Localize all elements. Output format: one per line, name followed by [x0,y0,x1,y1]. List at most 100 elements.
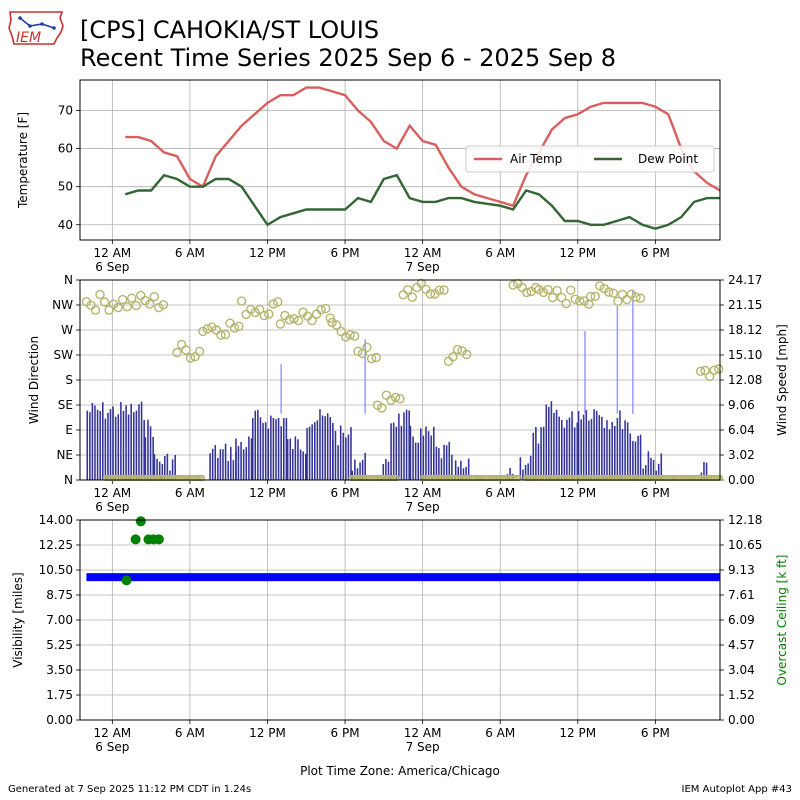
wind-speed-bar [598,415,601,480]
wind-speed-bar [96,409,99,480]
wind-direction-marker [604,287,614,297]
visibility-tick-label: 0.00 [46,713,73,727]
wind-direction-marker [362,342,372,352]
wind-speed-bar [462,468,465,480]
wind-direction-marker [617,289,628,300]
wind-speed-bar [522,469,524,480]
wind-xtick-label: 6 PM [331,486,360,500]
wind-speed-bar [174,455,176,480]
ceiling-tick-label: 1.52 [728,688,755,702]
wind-speed-bar [292,449,294,480]
wind-direction-marker [95,289,105,300]
wind-speed-bar [217,457,219,480]
wind-speed-bar [319,409,321,480]
wind-direction-marker [122,302,132,312]
vis-date-label: 7 Sep [406,740,440,754]
wind-speed-bar [524,465,527,480]
wind-direction-marker [439,285,449,295]
wind-direction-marker [307,315,317,326]
vis-xtick-label: 6 PM [641,726,670,740]
wind-speed-bar [306,428,308,480]
wind-speed-bar [321,415,324,480]
wind-speed-bar [302,451,304,480]
visibility-tick-label: 14.00 [39,513,73,527]
wind-direction-marker [220,329,231,340]
app-footer: IEM Autoplot App #43 [681,784,792,795]
wind-direction-marker [522,287,532,298]
wind-direction-marker [448,352,458,362]
wind-speed-axis-label: Wind Speed [mph] [775,324,789,436]
wind-speed-bar [637,435,639,480]
wind-speed-bar [289,438,292,480]
vis-xtick-label: 6 AM [175,726,205,740]
wind-speed-bar [621,429,624,480]
wind-speed-bar [451,454,453,480]
wind-speed-bar [650,457,652,480]
wind-speed-bar [425,426,427,480]
vis-xtick-label: 12 AM [404,726,442,740]
wind-direction-marker [398,290,408,300]
wind-speed-bar [568,417,571,480]
visibility-tick-label: 3.50 [46,663,73,677]
wind-direction-marker [608,288,618,298]
wind-speed-bar [232,460,235,480]
visibility-tick-label: 8.75 [46,588,73,602]
wind-speed-bar [224,443,227,480]
wind-speed-bar [324,416,326,480]
visibility-tick-label: 12.25 [39,538,73,552]
wind-speed-bar [626,422,629,480]
wind-speed-bar [259,417,262,480]
wind-direction-tick-label: N [64,273,73,287]
wind-speed-bar [430,435,432,480]
wind-speed-bar [237,446,240,480]
wind-speed-bar [130,403,132,480]
wind-direction-marker [425,289,436,299]
wind-speed-bar [245,447,248,480]
wind-direction-marker [331,320,342,330]
wind-direction-marker [325,313,335,323]
legend-label-air-temp: Air Temp [510,152,562,166]
wind-direction-marker [371,352,381,363]
wind-direction-marker [421,284,431,294]
wind-direction-marker [149,292,160,302]
visibility-tick-label: 10.50 [39,563,73,577]
wind-direction-marker [461,349,472,360]
wind-speed-bar [448,442,451,480]
wind-speed-bar [117,414,120,480]
wind-speed-bar [99,411,101,480]
ceiling-axis-label: Overcast Ceiling [k ft] [775,555,789,686]
wind-direction-tick-label: W [61,323,73,337]
wind-speed-bar [122,410,125,480]
wind-speed-bar [619,410,621,480]
vis-xtick-label: 12 AM [93,726,131,740]
wind-speed-bar [642,468,644,480]
wind-speed-bar [156,458,158,480]
wind-xtick-label: 12 AM [93,486,131,500]
wind-direction-marker [198,326,208,337]
temp-ytick-label: 70 [58,103,73,117]
wind-direction-tick-label: NE [56,448,73,462]
vis-xtick-label: 12 PM [249,726,286,740]
wind-speed-bar [152,436,154,480]
temp-xtick-label: 12 AM [93,246,131,260]
temp-xtick-label: 12 PM [559,246,596,260]
wind-speed-bar [277,417,280,480]
wind-direction-marker [622,294,632,305]
wind-speed-bar [211,448,214,480]
wind-speed-bar [361,459,364,480]
temp-xtick-label: 12 AM [404,246,442,260]
wind-gust-bar [616,306,619,414]
wind-axes-frame [79,279,721,481]
wind-speed-bar [339,425,342,480]
ceiling-point [153,534,164,545]
wind-speed-bar [242,449,245,480]
wind-speed-bar [660,453,663,480]
wind-speed-bar [112,406,114,480]
wind-direction-marker [570,294,580,304]
wind-speed-bar [398,413,400,480]
wind-speed-bar [350,427,352,480]
vis-date-label: 6 Sep [95,740,129,754]
wind-speed-bar [345,437,347,480]
wind-direction-marker [709,365,719,375]
wind-speed-bar [576,422,579,480]
